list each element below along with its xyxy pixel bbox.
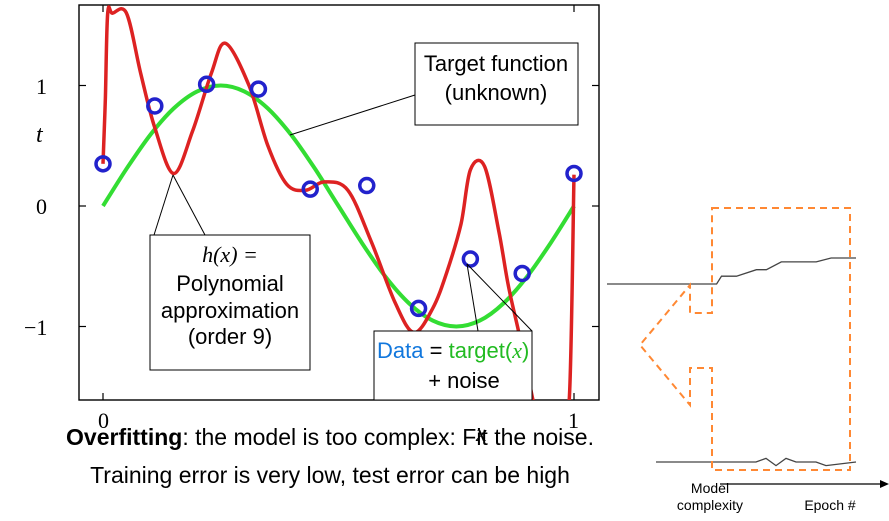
equals-text: = [430, 338, 443, 363]
target-callout-line2: (unknown) [445, 80, 548, 105]
caption-rest: : the model is too complex: Fit the nois… [182, 424, 594, 450]
data-points-group [94, 75, 583, 318]
model-label-line1: Model [691, 480, 729, 496]
data-point [565, 164, 583, 183]
data-point [301, 180, 319, 198]
poly-callout-line1: h(x) = [202, 242, 258, 267]
poly-callout-leader-top [172, 174, 206, 236]
data-point [94, 155, 112, 173]
poly-callout-leader-bottom [153, 174, 174, 236]
poly-callout-line2: Polynomial [176, 271, 284, 296]
x-var: x [511, 338, 522, 363]
data-point [409, 299, 428, 318]
caption-line-2: Training error is very low, test error c… [90, 462, 570, 488]
poly-callout-line3: approximation [161, 298, 299, 323]
data-callout-leader-2 [466, 263, 533, 332]
y-tick-label-0: 0 [36, 194, 47, 219]
epoch-axis-arrowhead [880, 480, 889, 488]
x-tick-label-1: 1 [568, 408, 579, 433]
data-point [513, 264, 531, 283]
target-callout-box [414, 42, 579, 126]
poly-callout-line4: (order 9) [188, 324, 272, 349]
caption-bold-term: Overfitting [66, 424, 183, 450]
y-tick-label-1: 1 [36, 74, 47, 99]
complexity-arrow-outline [638, 207, 851, 471]
poly-callout-box [149, 234, 311, 371]
y-axis-label: t [36, 122, 44, 148]
data-callout-leader-1 [466, 263, 479, 332]
x-tick-label-0: 0 [98, 408, 109, 433]
data-callout-line2: + noise [428, 368, 500, 393]
model-label-line2: complexity [677, 497, 743, 513]
target-function-line [101, 83, 576, 329]
main-plot-frame [78, 4, 600, 401]
upper-complexity-line [607, 257, 856, 285]
data-point [249, 80, 268, 98]
main-axis-ticks [79, 5, 599, 400]
complexity-schematic: Epoch # Model complexity [607, 207, 889, 513]
data-point [146, 97, 164, 115]
data-callout-box [373, 330, 533, 401]
lower-complexity-line [656, 457, 857, 467]
data-word: Data [377, 338, 424, 363]
data-callout-line1: Data = target(x) [377, 338, 529, 363]
data-point [197, 75, 216, 94]
y-tick-label-minus-1: −1 [24, 315, 47, 340]
target-callout-line1: Target function [424, 51, 568, 76]
x-axis-label: x [475, 421, 487, 447]
target-word: target( [449, 338, 513, 363]
data-point [461, 250, 480, 268]
epoch-label: Epoch # [804, 497, 856, 513]
caption-line-1: Overfitting: the model is too complex: F… [0, 424, 660, 451]
data-point [358, 176, 376, 195]
close-paren: ) [522, 338, 529, 363]
target-callout-leader [289, 94, 416, 136]
